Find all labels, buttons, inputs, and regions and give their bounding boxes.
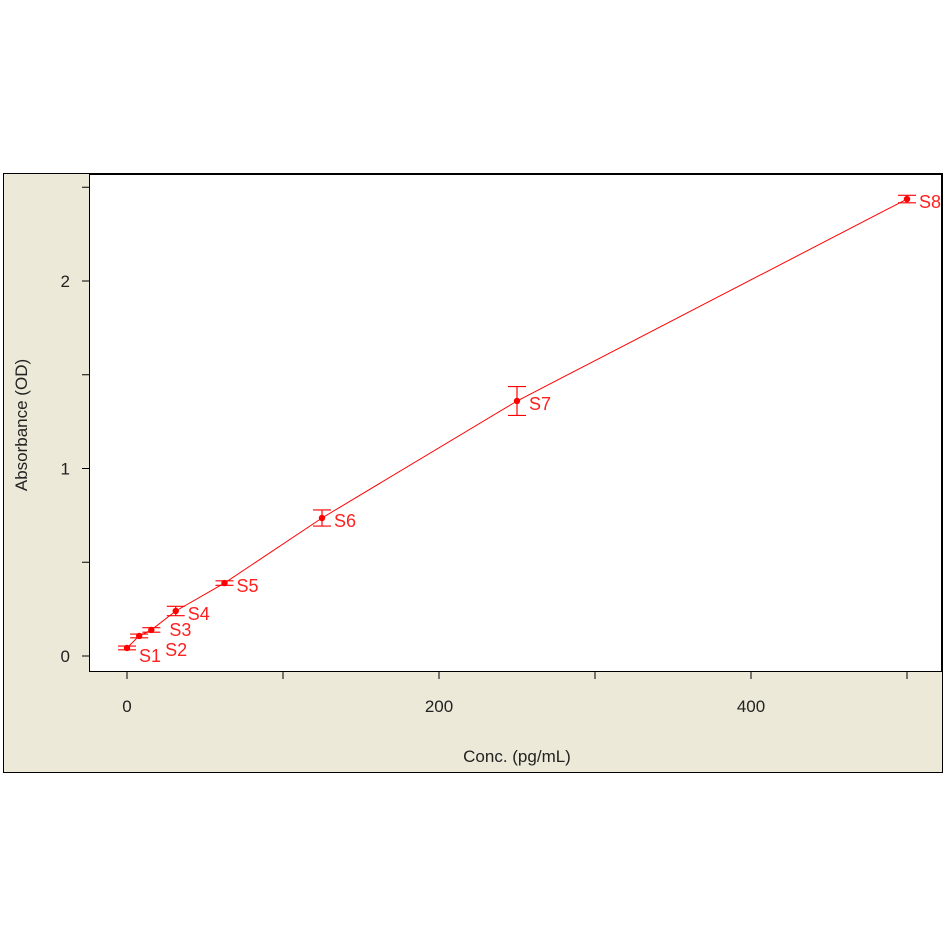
data-point	[318, 514, 326, 522]
x-tick-label: 200	[425, 697, 453, 716]
y-tick-label: 0	[61, 647, 70, 666]
plot-area	[89, 174, 942, 672]
point-label: S4	[188, 604, 210, 624]
data-point	[513, 397, 521, 405]
data-point	[123, 644, 131, 652]
x-axis-label: Conc. (pg/mL)	[463, 747, 571, 766]
y-tick-label: 1	[61, 460, 70, 479]
y-axis-label: Absorbance (OD)	[12, 359, 31, 491]
x-tick-label: 400	[737, 697, 765, 716]
point-label: S6	[334, 511, 356, 531]
point-label: S1	[139, 646, 161, 666]
point-label: S8	[919, 192, 941, 212]
data-point	[148, 626, 155, 634]
data-point	[221, 579, 228, 587]
y-tick-label: 2	[61, 272, 70, 291]
data-point	[903, 195, 911, 203]
point-label: S3	[169, 620, 191, 640]
point-label: S7	[529, 394, 551, 414]
x-tick-label: 0	[122, 697, 131, 716]
data-point	[135, 632, 143, 640]
point-label: S5	[237, 576, 259, 596]
data-point	[172, 607, 179, 615]
point-label: S2	[165, 640, 187, 660]
